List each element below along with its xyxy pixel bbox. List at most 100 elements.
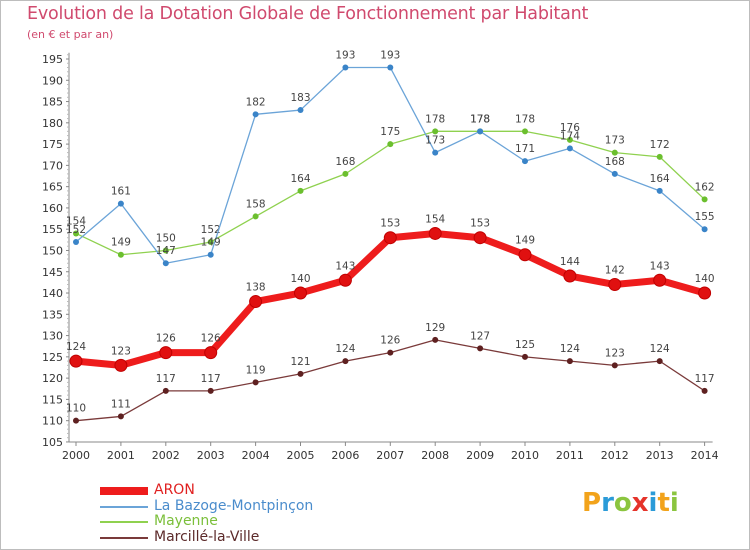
data-point (608, 278, 622, 292)
data-label: 125 (515, 339, 535, 351)
data-point (566, 136, 573, 143)
y-tick-label: 175 (42, 138, 63, 151)
y-tick-label: 115 (42, 393, 63, 406)
data-label: 161 (111, 186, 131, 198)
data-point (204, 346, 218, 360)
data-label: 121 (290, 356, 310, 368)
data-point (522, 353, 528, 360)
legend-swatch-marcill-la-ville (100, 537, 148, 539)
data-point (518, 248, 532, 262)
y-tick-label: 160 (42, 202, 63, 215)
data-label: 123 (605, 347, 625, 359)
data-label: 117 (156, 373, 176, 385)
x-tick-label: 2012 (601, 449, 629, 462)
data-point (566, 145, 573, 152)
legend-label-la-bazoge-montpin-on: La Bazoge-Montpinçon (154, 498, 314, 514)
data-label: 124 (66, 341, 86, 353)
x-tick-label: 2011 (556, 449, 584, 462)
data-label: 117 (695, 373, 715, 385)
data-point (701, 226, 708, 233)
logo-letter: P (582, 488, 602, 518)
data-label: 129 (425, 322, 445, 334)
logo-letter: t (657, 488, 670, 518)
data-label: 111 (111, 398, 131, 410)
data-label: 153 (470, 218, 490, 230)
x-tick-label: 2006 (331, 449, 359, 462)
data-label: 138 (246, 282, 266, 294)
data-point (432, 149, 439, 156)
x-tick-label: 2003 (197, 449, 225, 462)
series-la-bazoge-montpin-on: 152 161 147 149 182 183 193 193 173 178 171 174 168 1… (66, 50, 715, 267)
data-label: 143 (335, 260, 355, 272)
data-label: 178 (515, 113, 535, 125)
data-label: 168 (605, 156, 625, 168)
data-point (432, 336, 439, 343)
data-point (249, 295, 263, 309)
data-point (432, 128, 439, 135)
data-label: 176 (560, 122, 580, 134)
data-label: 183 (290, 92, 310, 104)
data-point (294, 286, 307, 300)
data-point (387, 349, 394, 356)
data-point (207, 251, 214, 258)
data-point (342, 170, 349, 177)
data-point (207, 387, 214, 394)
chart-subtitle: (en € et par an) (27, 28, 114, 41)
data-label: 126 (201, 333, 221, 345)
data-point (69, 354, 83, 368)
data-label: 140 (290, 273, 310, 285)
logo-letter: x (631, 488, 649, 518)
y-tick-label: 170 (42, 159, 63, 172)
data-label: 123 (111, 345, 131, 357)
data-point (701, 387, 708, 394)
data-label: 149 (111, 237, 131, 249)
x-tick-label: 2013 (646, 449, 674, 462)
y-tick-label: 185 (42, 96, 63, 109)
data-point (611, 149, 618, 156)
data-point (387, 141, 394, 148)
y-tick-label: 120 (42, 372, 63, 385)
data-point (477, 345, 484, 352)
data-label: 124 (560, 343, 580, 355)
data-point (162, 387, 169, 394)
data-point (159, 346, 173, 360)
data-point (383, 231, 397, 245)
data-point (477, 128, 484, 135)
data-point (338, 273, 352, 287)
data-point (342, 64, 349, 71)
data-point (611, 362, 618, 369)
data-point (252, 213, 259, 220)
data-point (656, 187, 663, 194)
data-point (252, 379, 259, 386)
proxiti-logo: Proxiti (582, 488, 679, 518)
data-label: 143 (650, 260, 670, 272)
y-tick-label: 135 (42, 308, 63, 321)
data-label: 173 (605, 135, 625, 147)
data-label: 178 (470, 113, 490, 125)
data-label: 178 (425, 113, 445, 125)
data-label: 126 (156, 333, 176, 345)
logo-letter: r (601, 488, 614, 518)
data-label: 175 (380, 126, 400, 138)
data-label: 152 (66, 224, 86, 236)
y-tick-label: 110 (42, 415, 63, 428)
data-label: 144 (560, 256, 580, 268)
x-tick-label: 2008 (421, 449, 449, 462)
data-point (117, 251, 124, 258)
data-point (73, 230, 79, 237)
legend-label-mayenne: Mayenne (154, 513, 218, 529)
data-label: 172 (650, 139, 670, 151)
data-point (297, 370, 304, 377)
data-label: 182 (246, 96, 266, 108)
data-label: 147 (156, 245, 176, 257)
data-label: 150 (156, 232, 176, 244)
data-point (387, 64, 394, 71)
logo-letter: i (669, 488, 679, 518)
data-label: 162 (695, 181, 715, 193)
data-point (73, 238, 79, 245)
data-label: 193 (335, 50, 355, 62)
data-label: 153 (380, 218, 400, 230)
data-point (73, 417, 79, 424)
